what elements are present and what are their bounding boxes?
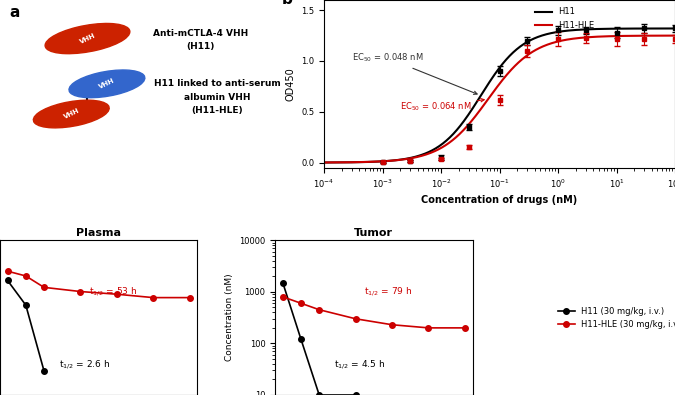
X-axis label: Concentration of drugs (nM): Concentration of drugs (nM) bbox=[421, 196, 578, 205]
Text: (H11): (H11) bbox=[187, 42, 215, 51]
Y-axis label: OD450: OD450 bbox=[286, 67, 296, 101]
Text: a: a bbox=[9, 5, 20, 20]
Text: EC$_{50}$ = 0.064 nM: EC$_{50}$ = 0.064 nM bbox=[400, 98, 484, 113]
Legend: H11, H11-HLE: H11, H11-HLE bbox=[532, 4, 598, 33]
Text: Anti-mCTLA-4 VHH: Anti-mCTLA-4 VHH bbox=[153, 29, 248, 38]
Text: VHH: VHH bbox=[78, 32, 97, 45]
Text: t$_{1/2}$ = 4.5 h: t$_{1/2}$ = 4.5 h bbox=[334, 358, 385, 371]
Ellipse shape bbox=[69, 70, 145, 98]
Text: albumin VHH: albumin VHH bbox=[184, 93, 250, 102]
Text: (H11-HLE): (H11-HLE) bbox=[191, 106, 243, 115]
Text: t$_{1/2}$ = 2.6 h: t$_{1/2}$ = 2.6 h bbox=[59, 358, 111, 371]
Text: VHH: VHH bbox=[98, 77, 116, 90]
Legend: H11 (30 mg/kg, i.v.), H11-HLE (30 mg/kg, i.v.): H11 (30 mg/kg, i.v.), H11-HLE (30 mg/kg,… bbox=[555, 303, 675, 332]
Text: b: b bbox=[282, 0, 293, 7]
Text: EC$_{50}$ = 0.048 nM: EC$_{50}$ = 0.048 nM bbox=[352, 52, 477, 94]
Y-axis label: Concentration (nM): Concentration (nM) bbox=[225, 274, 234, 361]
Ellipse shape bbox=[33, 100, 109, 128]
Text: VHH: VHH bbox=[62, 108, 80, 120]
Ellipse shape bbox=[45, 23, 130, 54]
Text: t$_{1/2}$ = 53 h: t$_{1/2}$ = 53 h bbox=[89, 286, 137, 298]
Text: t$_{1/2}$ = 79 h: t$_{1/2}$ = 79 h bbox=[364, 286, 412, 298]
Title: Tumor: Tumor bbox=[354, 228, 394, 238]
Title: Plasma: Plasma bbox=[76, 228, 121, 238]
Text: H11 linked to anti-serum: H11 linked to anti-serum bbox=[154, 79, 280, 88]
